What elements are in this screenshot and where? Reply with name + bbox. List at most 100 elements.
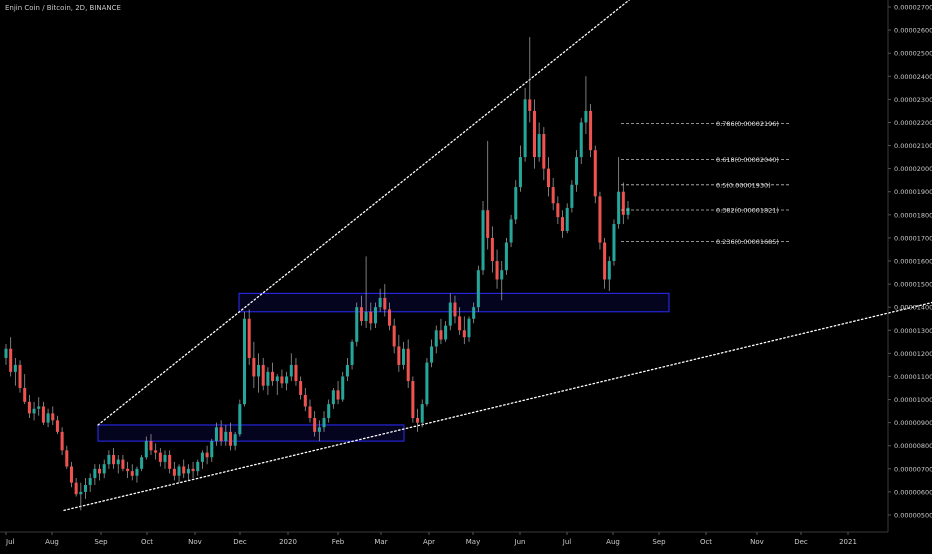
candle-body xyxy=(294,364,298,382)
candle-body xyxy=(196,461,200,472)
candle-body xyxy=(392,325,396,347)
candle-body xyxy=(593,150,597,197)
candle-body xyxy=(168,454,172,469)
upper-trendline xyxy=(97,0,631,426)
candle-body xyxy=(107,454,111,465)
price-tick-label: 0.00001800 xyxy=(894,211,932,219)
candle-body xyxy=(317,427,321,432)
candle-body xyxy=(102,464,106,474)
candle-body xyxy=(130,471,134,476)
price-axis[interactable]: 0.00000500 0.00000600 0.00000700 0.00000800… xyxy=(887,0,932,532)
candle-body xyxy=(355,307,359,342)
candle-body xyxy=(584,110,588,123)
candle-body xyxy=(387,309,392,326)
candle-layer xyxy=(4,37,630,511)
candle-body xyxy=(537,134,541,158)
candle-body xyxy=(369,311,373,324)
candle-body xyxy=(565,207,569,231)
candle-body xyxy=(121,459,125,469)
candle-body xyxy=(373,307,377,324)
candle-body xyxy=(495,261,499,280)
candle-body xyxy=(46,413,50,423)
candle-body xyxy=(444,325,448,340)
time-axis[interactable]: Jul Aug Sep Oct Nov Dec 2020 Feb Mar Apr May Jun Jul… xyxy=(0,531,888,546)
candle-body xyxy=(509,219,513,243)
price-tick-label: 0.00002300 xyxy=(894,96,932,104)
candle-body xyxy=(486,210,490,238)
candle-body xyxy=(266,371,270,386)
candle-body xyxy=(617,191,621,225)
time-tick-label: 2021 xyxy=(839,538,857,546)
candle-body xyxy=(98,468,102,474)
price-tick-label: 0.00000700 xyxy=(894,465,932,473)
time-tick-label: Dec xyxy=(794,538,808,546)
candle-body xyxy=(448,302,452,326)
candle-body xyxy=(504,242,508,271)
candle-body xyxy=(32,408,36,414)
fib-label: 0.618(0.00002040) xyxy=(716,156,779,164)
price-tick-label: 0.00001100 xyxy=(894,373,932,381)
candle-body xyxy=(88,478,92,485)
price-tick-label: 0.00002100 xyxy=(894,142,932,150)
price-tick-label: 0.00000600 xyxy=(894,488,932,496)
candle-body xyxy=(275,376,279,382)
candle-body xyxy=(546,168,551,188)
candle-body xyxy=(219,427,223,442)
candle-body xyxy=(561,217,565,231)
time-tick-label: 2020 xyxy=(279,538,297,546)
candle-body xyxy=(74,482,78,495)
candle-body xyxy=(257,364,261,377)
candle-body xyxy=(603,242,607,280)
candle-body xyxy=(518,157,522,188)
lower-trendline xyxy=(63,301,932,512)
candle-body xyxy=(112,454,116,465)
candle-body xyxy=(462,330,466,338)
candle-body xyxy=(430,346,434,363)
candle-body xyxy=(434,330,438,347)
price-tick-label: 0.00002700 xyxy=(894,4,932,12)
fib-label: 0.5(0.00001930) xyxy=(716,181,771,189)
candle-body xyxy=(41,406,45,423)
candle-body xyxy=(322,418,326,428)
candle-body xyxy=(612,224,616,261)
candle-body xyxy=(55,420,59,432)
candle-body xyxy=(65,450,69,467)
fib-layer: 0.786(0.00002196) 0.618(0.00002040) 0.5(0.… xyxy=(621,120,790,246)
candle-body xyxy=(397,346,401,365)
candle-body xyxy=(93,468,97,479)
candle-body xyxy=(416,418,420,423)
candle-body xyxy=(285,376,289,384)
candle-body xyxy=(542,134,546,169)
candle-body xyxy=(364,311,368,322)
candle-body xyxy=(575,157,579,185)
zone-layer xyxy=(97,292,670,442)
candle-body xyxy=(37,406,41,409)
candle-body xyxy=(401,348,406,365)
candle-body xyxy=(191,468,195,472)
candle-body xyxy=(303,394,307,407)
fib-label: 0.236(0.00001685) xyxy=(716,238,779,246)
candle-body xyxy=(18,364,22,388)
candle-body xyxy=(210,441,214,458)
candle-body xyxy=(177,466,181,476)
candle-body xyxy=(528,99,532,111)
candle-body xyxy=(514,187,518,220)
candle-body xyxy=(144,441,148,458)
candle-body xyxy=(331,390,335,405)
candle-body xyxy=(378,297,382,308)
price-tick-label: 0.00002600 xyxy=(894,27,932,35)
time-tick-label: Nov xyxy=(188,538,202,546)
price-tick-label: 0.00001000 xyxy=(894,396,932,404)
candle-body xyxy=(271,371,275,382)
fib-label: 0.382(0.00001821) xyxy=(716,206,779,214)
price-tick-label: 0.00000500 xyxy=(894,512,932,520)
candle-body xyxy=(242,318,247,405)
candle-body xyxy=(247,318,251,358)
price-tick-label: 0.00001600 xyxy=(894,258,932,266)
time-tick-label: Jul xyxy=(562,538,572,546)
candle-body xyxy=(336,390,340,400)
candle-body xyxy=(126,468,130,472)
candle-body xyxy=(476,270,480,308)
